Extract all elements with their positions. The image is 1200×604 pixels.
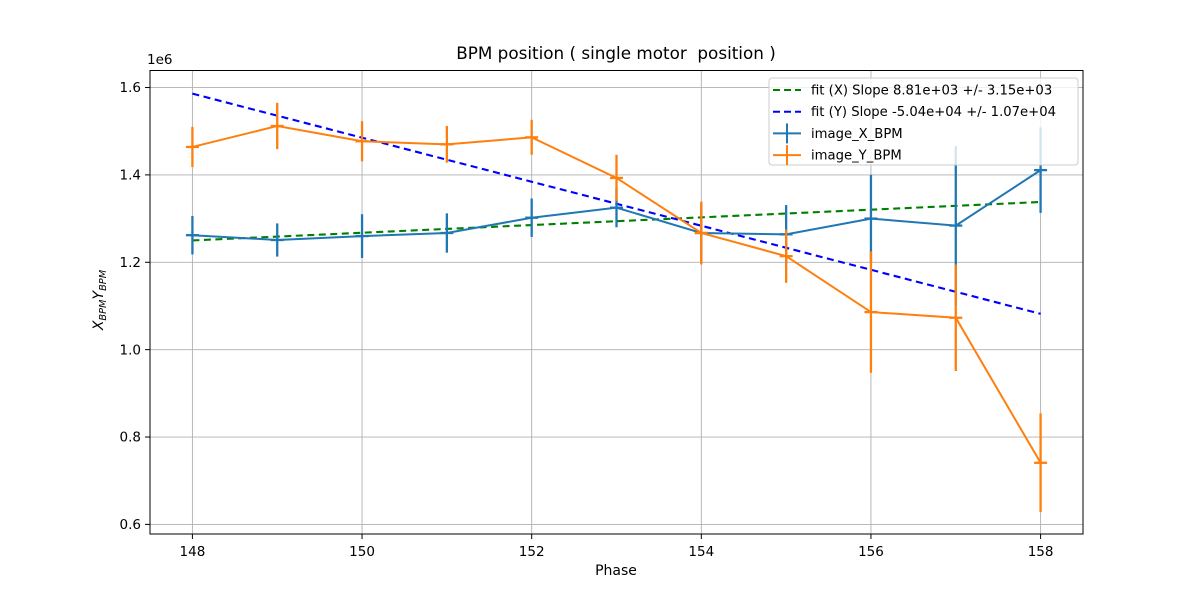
legend-sample-errorbar-y <box>773 145 801 166</box>
tick-label-y-0.6: 0.6 <box>120 517 141 533</box>
tick-label-x-148: 148 <box>180 544 206 560</box>
tick-label-x-156: 156 <box>858 544 884 560</box>
legend-label-series-y: image_Y_BPM <box>811 149 902 164</box>
ylabel-x: X <box>91 320 107 331</box>
tick-label-y-1.2: 1.2 <box>120 255 141 271</box>
legend: fit (X) Slope 8.81e+03 +/- 3.15e+03 fit … <box>768 77 1079 166</box>
legend-label-series-x: image_X_BPM <box>811 127 903 142</box>
legend-box <box>768 77 1079 166</box>
tick-label-y-1.4: 1.4 <box>120 168 141 184</box>
ylabel-y-sub: BPM <box>98 269 109 291</box>
tick-label-x-150: 150 <box>349 544 375 560</box>
fit-line-x <box>192 200 1041 242</box>
ylabel-y: Y <box>91 289 107 299</box>
tick-label-y-1.0: 1.0 <box>120 342 141 358</box>
legend-label-fit-y: fit (Y) Slope -5.04e+04 +/- 1.07e+04 <box>811 105 1056 120</box>
chart-title: BPM position ( single motor position ) <box>456 43 776 63</box>
tick-label-x-152: 152 <box>519 544 545 560</box>
tick-label-y-1.6: 1.6 <box>120 80 141 96</box>
ylabel-x-sub: BPM <box>98 299 109 321</box>
plot-area: 148 150 152 154 156 158 0.6 0.8 1.0 1.2 1.4 1.6 <box>120 70 1083 560</box>
tick-label-y-0.8: 0.8 <box>120 430 141 446</box>
x-axis-label: Phase <box>595 563 637 579</box>
legend-label-fit-x: fit (X) Slope 8.81e+03 +/- 3.15e+03 <box>811 84 1052 99</box>
y-axis-offset-text: 1e6 <box>147 52 172 68</box>
tick-label-x-154: 154 <box>688 544 714 560</box>
legend-sample-errorbar-x <box>773 123 801 144</box>
axes-frame <box>149 70 1084 535</box>
y-axis-label: XBPMYBPM <box>91 269 109 331</box>
tick-label-x-158: 158 <box>1028 544 1054 560</box>
